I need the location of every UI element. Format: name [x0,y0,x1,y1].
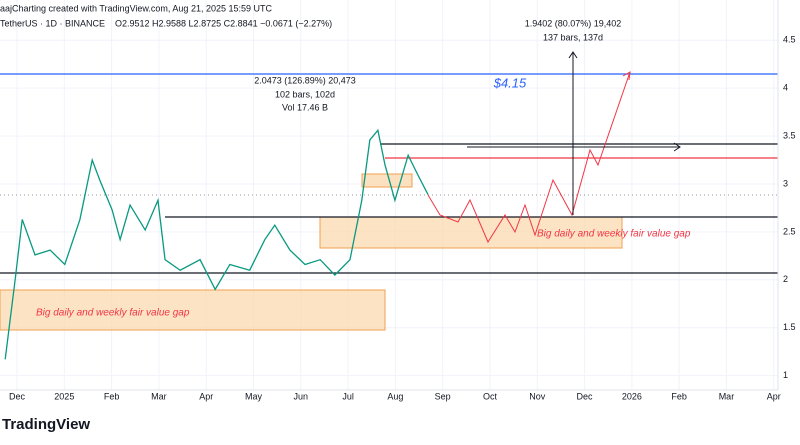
x-tick-label: Dec [9,391,26,401]
x-tick-label: May [245,391,263,401]
x-tick-label: Apr [767,391,781,401]
x-tick-label: Mar [151,391,167,401]
y-tick-label: 3.5 [783,130,796,140]
y-tick-label: 1.5 [783,322,796,332]
x-tick-label: 2025 [54,391,74,401]
projection-path [427,71,631,244]
ohlc: O2.9512 H2.9588 L2.8725 C2.8841 −0.0671 … [115,18,332,28]
measure-label: 137 bars, 137d [543,32,603,42]
y-tick-label: 3 [783,178,788,188]
x-tick-label: Mar [719,391,735,401]
x-tick-label: Jun [294,391,309,401]
fvg-box [319,216,623,249]
x-tick-label: Oct [483,391,498,401]
x-tick-label: Sep [435,391,451,401]
fvg-box [361,173,413,188]
x-tick-label: Apr [199,391,213,401]
x-tick-label: Dec [577,391,594,401]
fvg-label: Big daily and weekly fair value gap [36,308,190,319]
arrow-head [622,71,631,81]
y-tick-label: 2 [783,274,788,284]
arrow-head [673,142,681,152]
target-label: $4.15 [493,75,527,90]
x-tick-label: Jul [342,391,354,401]
measure-label: 1.9402 (80.07%) 19,402 [525,18,622,28]
x-tick-label: Nov [529,391,546,401]
fvg-box [0,289,386,331]
measure-label: 2.0473 (126.89%) 20,473 [254,75,356,85]
fvg-label: Big daily and weekly fair value gap [537,229,691,240]
measure-label: Vol 17.46 B [282,102,328,112]
y-tick-label: 4.5 [783,35,796,45]
y-tick-label: 4 [783,83,788,93]
y-tick-label: 1 [783,370,788,380]
logo: TradingView [2,416,90,433]
arrow-head [568,51,578,59]
x-tick-label: Aug [387,391,403,401]
attribution: aajCharting created with TradingView.com… [0,3,272,13]
symbol: TetherUS · 1D · BINANCE [0,18,105,28]
measure-label: 102 bars, 102d [275,89,335,99]
x-tick-label: 2026 [622,391,642,401]
price-line [4,128,429,360]
x-tick-label: Feb [671,391,687,401]
y-tick-label: 2.5 [783,226,796,236]
x-tick-label: Feb [104,391,120,401]
